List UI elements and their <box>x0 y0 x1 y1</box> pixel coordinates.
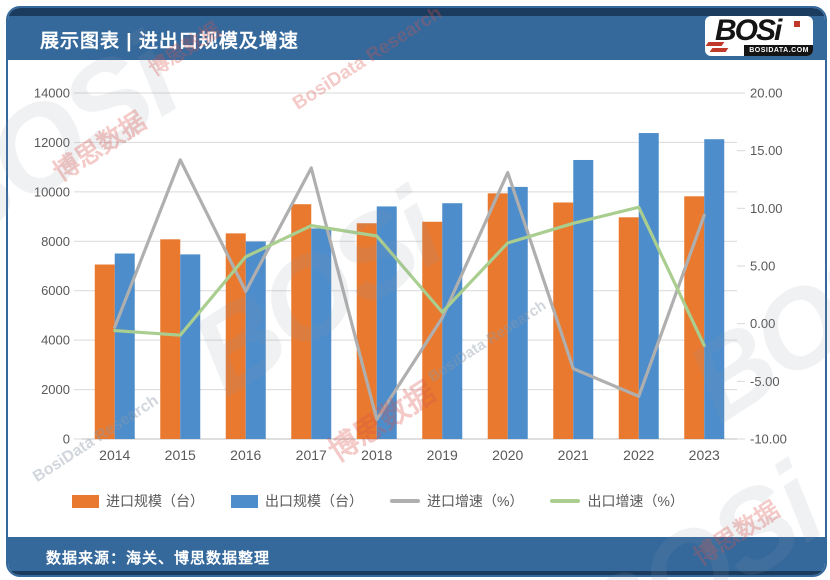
legend-item: 出口规模（台） <box>231 491 363 511</box>
page-title: 展示图表 | 进出口规模及增速 <box>40 31 299 52</box>
legend-item: 进口增速（%） <box>390 491 523 511</box>
title-bar: 展示图表 | 进出口规模及增速 BOSi BOSIDATA.COM <box>8 8 825 60</box>
legend-item: 出口增速（%） <box>550 491 684 511</box>
logo-stripe-icon <box>709 48 729 52</box>
legend-swatch-bar <box>231 494 258 508</box>
data-source-text: 数据来源：海关、博思数据整理 <box>46 550 271 567</box>
legend-swatch-bar <box>72 494 99 508</box>
legend-item: 进口规模（台） <box>72 491 204 511</box>
legend-label: 进口增速（%） <box>427 493 524 509</box>
legend-label: 出口增速（%） <box>587 493 684 509</box>
legend-swatch-line <box>550 499 581 503</box>
bosi-logo-site: BOSIDATA.COM <box>744 45 813 56</box>
bosi-logo-text: BOSi <box>715 16 782 47</box>
footer-bar: 数据来源：海关、博思数据整理 <box>8 537 825 575</box>
logo-stripe-icon <box>705 42 725 46</box>
legend-label: 出口规模（台） <box>265 493 363 509</box>
chart-legend: 进口规模（台） 出口规模（台） 进口增速（%） 出口增速（%） <box>72 491 684 511</box>
bosi-logo-dot-icon <box>794 21 800 27</box>
legend-swatch-line <box>390 499 420 503</box>
bosi-logo: BOSi BOSIDATA.COM <box>705 16 813 56</box>
legend-label: 进口规模（台） <box>106 493 204 509</box>
